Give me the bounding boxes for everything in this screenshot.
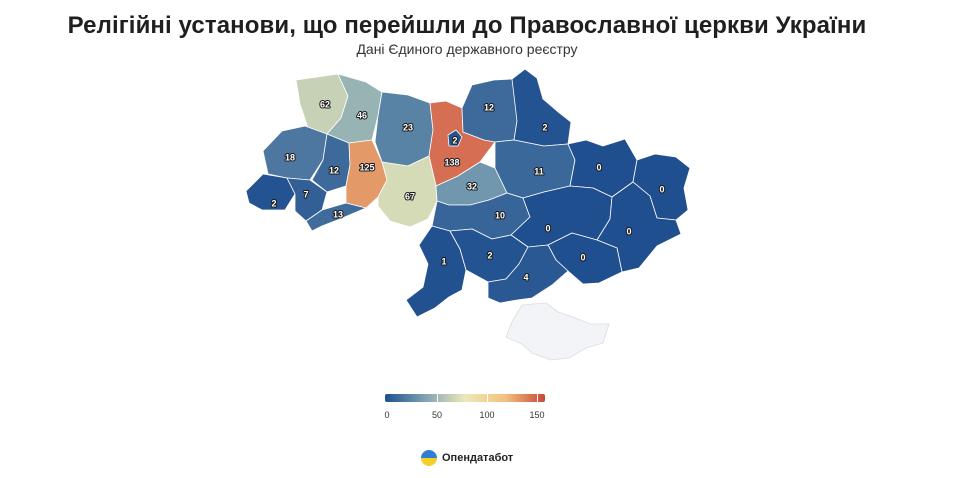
- legend-label: 150: [529, 410, 545, 420]
- color-legend: 0 50 100 150: [384, 394, 545, 424]
- region-value-label-luhansk: 0: [659, 184, 664, 194]
- region-value-label-chernihiv: 12: [484, 102, 494, 112]
- region-value-label-kharkiv: 0: [596, 162, 601, 172]
- region-value-label-zakarpattia: 2: [271, 198, 276, 208]
- opendatabot-logo-icon: [421, 450, 437, 466]
- region-value-label-ternopil: 12: [329, 165, 339, 175]
- region-sumy[interactable]: [511, 68, 572, 147]
- legend-tick: [487, 394, 488, 402]
- page-title: Релігійні установи, що перейшли до Право…: [67, 12, 867, 39]
- region-value-label-kyiv-oblast: 138: [444, 157, 459, 167]
- legend-label: 50: [431, 410, 443, 420]
- region-value-label-poltava: 11: [534, 166, 544, 176]
- legend-gradient-bar: [385, 394, 545, 402]
- legend-tick: [437, 394, 438, 402]
- region-chernivtsi[interactable]: [305, 202, 367, 232]
- region-value-label-ivano-frankivsk: 7: [303, 189, 308, 199]
- region-zakarpattia[interactable]: [245, 173, 296, 211]
- region-vinnytsia[interactable]: [377, 155, 438, 228]
- region-value-label-volyn: 62: [320, 99, 330, 109]
- brand: Опендатабот: [421, 449, 513, 467]
- region-value-label-chernivtsi: 13: [333, 209, 343, 219]
- region-value-label-mykolaiv: 2: [487, 250, 492, 260]
- legend-tick: [537, 394, 538, 402]
- page-subtitle: Дані Єдиного державного реєстру: [356, 41, 578, 57]
- region-value-label-zhytomyr: 23: [403, 122, 413, 132]
- region-value-label-cherkasy: 32: [467, 181, 477, 191]
- region-value-label-lviv: 18: [285, 152, 295, 162]
- brand-name: Опендатабот: [442, 452, 514, 464]
- region-value-label-kyiv-city: 2: [452, 135, 457, 145]
- region-kherson[interactable]: [487, 244, 569, 304]
- region-value-label-dnipropetrovsk: 0: [545, 223, 550, 233]
- region-value-label-odesa: 1: [441, 256, 446, 266]
- region-crimea[interactable]: [505, 302, 610, 361]
- region-value-label-donetsk: 0: [626, 226, 631, 236]
- region-khmelnytskyi[interactable]: [345, 139, 388, 209]
- legend-label: 100: [479, 410, 495, 420]
- region-value-label-zaporizhzhia: 0: [580, 252, 585, 262]
- region-value-label-rivne: 46: [357, 110, 367, 120]
- region-value-label-sumy: 2: [542, 122, 547, 132]
- region-value-label-vinnytsia: 67: [405, 191, 415, 201]
- region-value-label-khmelnytskyi: 125: [359, 162, 374, 172]
- region-value-label-kherson: 4: [523, 272, 528, 282]
- legend-label: 0: [384, 410, 390, 420]
- region-kyiv-oblast[interactable]: [428, 100, 496, 187]
- region-kyiv-city[interactable]: [447, 129, 463, 147]
- region-value-label-kirovohrad: 10: [495, 210, 505, 220]
